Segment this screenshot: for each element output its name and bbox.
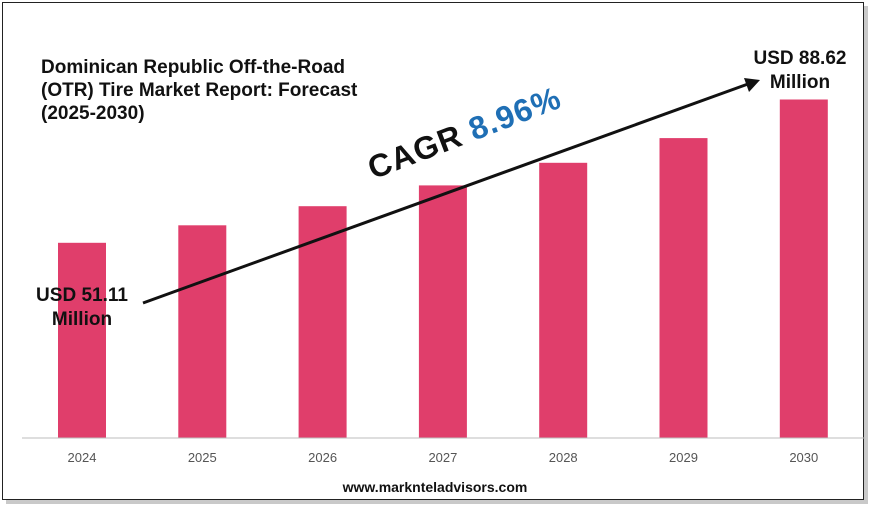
bar-2025 [178,225,227,438]
x-tick-label: 2025 [188,450,217,465]
bar-2028 [539,162,588,439]
x-tick-label: 2030 [789,450,818,465]
x-tick-labels: 2024 2025 2026 2027 2028 2029 2030 [68,450,819,465]
growth-arrow [142,78,760,305]
start-value-callout: USD 51.11 Million [22,284,142,332]
bar-2030 [779,99,828,438]
bar-2027 [418,185,467,438]
end-value: USD 88.62 [753,48,847,69]
x-tick-label: 2026 [308,450,337,465]
start-value: USD 51.11 [36,285,128,306]
bar-2029 [659,138,708,438]
end-unit: Million [769,72,831,93]
end-value-callout: USD 88.62 Million [740,47,860,95]
start-unit: Million [51,309,113,330]
x-tick-label: 2029 [669,450,698,465]
x-tick-label: 2027 [428,450,457,465]
bar-2026 [298,206,347,438]
chart-title: Dominican Republic Off-the-Road (OTR) Ti… [41,57,358,124]
bar-2024 [58,242,106,438]
x-tick-label: 2028 [549,450,578,465]
footer-website: www.marknteladvisors.com [342,479,528,495]
bars-group [58,99,828,439]
x-tick-label: 2024 [68,450,97,465]
